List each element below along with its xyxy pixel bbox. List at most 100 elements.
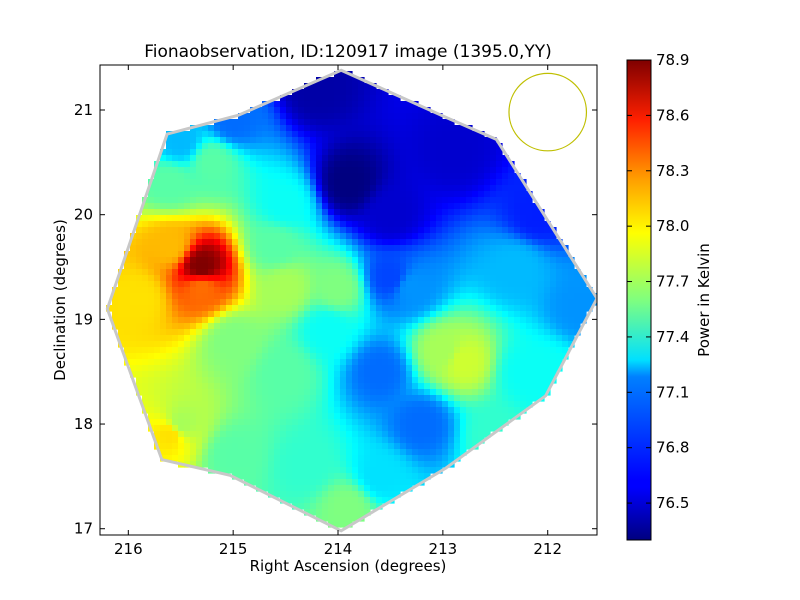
heatmap-cell xyxy=(394,323,401,330)
heatmap-cell xyxy=(142,341,149,348)
heatmap-cell xyxy=(178,191,185,198)
heatmap-cell xyxy=(262,311,269,318)
heatmap-cell xyxy=(556,347,563,354)
heatmap-cell xyxy=(418,173,425,180)
heatmap-cell xyxy=(454,221,461,228)
heatmap-cell xyxy=(496,335,503,342)
heatmap-cell xyxy=(172,251,179,258)
heatmap-cell xyxy=(550,329,557,336)
heatmap-cell xyxy=(454,377,461,384)
heatmap-cell xyxy=(334,479,341,486)
heatmap-cell xyxy=(448,425,455,432)
heatmap-cell xyxy=(274,479,281,486)
heatmap-cell xyxy=(286,377,293,384)
heatmap-cell xyxy=(400,173,407,180)
heatmap-cell xyxy=(286,179,293,186)
heatmap-cell xyxy=(268,245,275,252)
heatmap-cell xyxy=(238,293,245,300)
heatmap-cell xyxy=(556,305,563,312)
heatmap-cell xyxy=(400,371,407,378)
heatmap-cell xyxy=(364,359,371,366)
heatmap-cell xyxy=(430,155,437,162)
heatmap-cell xyxy=(226,263,233,270)
heatmap-cell xyxy=(166,215,173,222)
heatmap-cell xyxy=(262,113,269,120)
heatmap-cell xyxy=(154,419,161,426)
heatmap-cell xyxy=(334,401,341,408)
heatmap-cell xyxy=(154,329,161,336)
heatmap-cell xyxy=(178,311,185,318)
heatmap-cell xyxy=(232,395,239,402)
heatmap-cell xyxy=(436,167,443,174)
heatmap-cell xyxy=(202,245,209,252)
heatmap-cell xyxy=(466,371,473,378)
heatmap-cell xyxy=(376,497,383,504)
heatmap-cell xyxy=(364,251,371,258)
heatmap-cell xyxy=(484,371,491,378)
heatmap-cell xyxy=(292,113,299,120)
heatmap-cell xyxy=(334,173,341,180)
heatmap-cell xyxy=(136,281,143,288)
heatmap-cell xyxy=(136,365,143,372)
heatmap-cell xyxy=(322,503,329,510)
heatmap-cell xyxy=(406,215,413,222)
heatmap-cell xyxy=(370,137,377,144)
heatmap-cell xyxy=(352,101,359,108)
heatmap-cell xyxy=(472,365,479,372)
heatmap-cell xyxy=(274,149,281,156)
heatmap-cell xyxy=(466,197,473,204)
heatmap-cell xyxy=(250,383,257,390)
heatmap-cell xyxy=(406,203,413,210)
heatmap-cell xyxy=(400,281,407,288)
heatmap-cell xyxy=(166,275,173,282)
heatmap-cell xyxy=(370,371,377,378)
heatmap-cell xyxy=(418,119,425,126)
heatmap-cell xyxy=(430,431,437,438)
heatmap-cell xyxy=(220,305,227,312)
heatmap-cell xyxy=(508,323,515,330)
heatmap-cell xyxy=(292,425,299,432)
heatmap-cell xyxy=(508,401,515,408)
heatmap-cell xyxy=(298,413,305,420)
heatmap-cell xyxy=(532,215,539,222)
heatmap-cell xyxy=(334,491,341,498)
heatmap-cell xyxy=(226,305,233,312)
heatmap-cell xyxy=(364,437,371,444)
heatmap-cell xyxy=(364,215,371,222)
heatmap-cell xyxy=(160,167,167,174)
colorbar-tick-label: 78.9 xyxy=(656,51,689,69)
heatmap-cell xyxy=(268,263,275,270)
heatmap-cell xyxy=(256,125,263,132)
heatmap-cell xyxy=(184,401,191,408)
heatmap-cell xyxy=(340,353,347,360)
heatmap-cell xyxy=(310,335,317,342)
heatmap-cell xyxy=(352,155,359,162)
heatmap-cell xyxy=(316,269,323,276)
heatmap-cell xyxy=(310,83,317,90)
heatmap-cell xyxy=(154,407,161,414)
heatmap-cell xyxy=(304,497,311,504)
heatmap-cell xyxy=(412,347,419,354)
heatmap-cell xyxy=(400,263,407,270)
heatmap-cell xyxy=(274,233,281,240)
heatmap-cell xyxy=(172,425,179,432)
heatmap-cell xyxy=(202,215,209,222)
heatmap-cell xyxy=(118,299,125,306)
heatmap-cell xyxy=(364,401,371,408)
heatmap-cell xyxy=(238,443,245,450)
heatmap-cell xyxy=(316,227,323,234)
heatmap-cell xyxy=(250,179,257,186)
heatmap-cell xyxy=(286,479,293,486)
heatmap-cell xyxy=(274,161,281,168)
heatmap-cell xyxy=(376,89,383,96)
heatmap-cell xyxy=(502,419,509,426)
heatmap-cell xyxy=(160,413,167,420)
heatmap-cell xyxy=(298,185,305,192)
heatmap-cell xyxy=(238,149,245,156)
heatmap-cell xyxy=(226,197,233,204)
heatmap-cell xyxy=(136,335,143,342)
heatmap-cell xyxy=(406,119,413,126)
heatmap-cell xyxy=(484,263,491,270)
heatmap-cell xyxy=(304,275,311,282)
heatmap-cell xyxy=(292,389,299,396)
